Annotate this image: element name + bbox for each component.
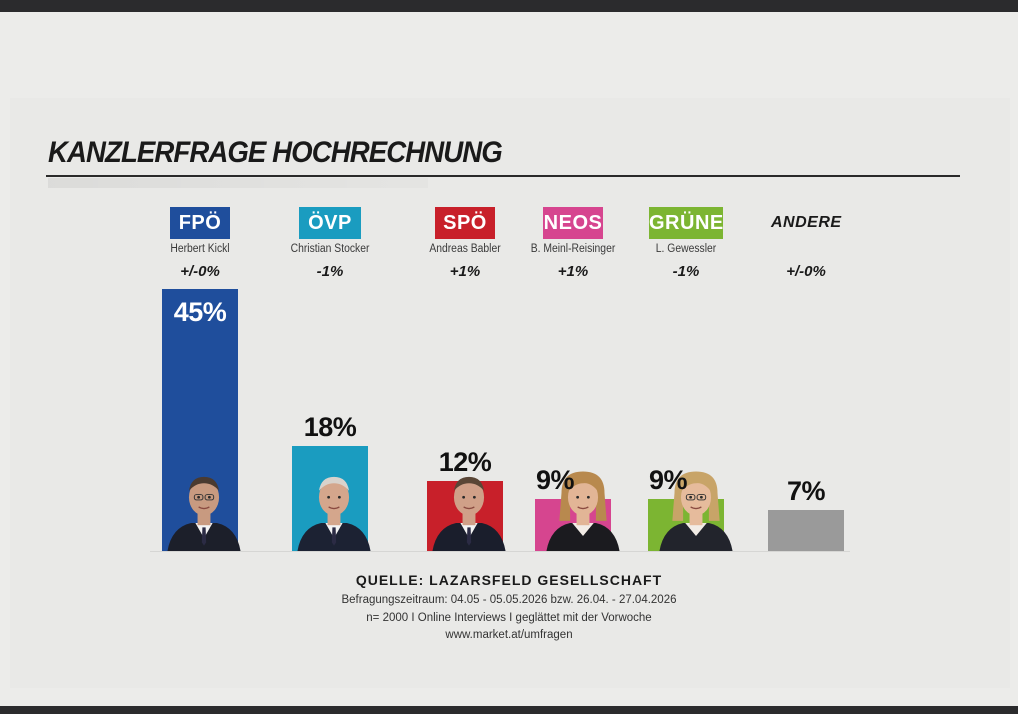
value-label: 9%	[535, 465, 575, 495]
party-badge: SPÖ	[435, 207, 495, 239]
source-sample: n= 2000 I Online Interviews I geglättet …	[366, 612, 652, 624]
candidate-name: Herbert Kickl	[170, 243, 230, 255]
source-title: QUELLE: LAZARSFELD GESELLSCHAFT	[355, 572, 663, 588]
candidate-name: L. Gewessler	[655, 243, 717, 255]
party-badge: NEOS	[543, 207, 603, 239]
portrait-man-icon	[291, 465, 377, 551]
portrait-man-icon	[161, 465, 247, 551]
candidate-name: Andreas Babler	[429, 243, 501, 255]
portrait-woman-icon	[540, 465, 626, 551]
chart-baseline	[150, 551, 850, 552]
change-label: -1%	[316, 263, 344, 280]
value-label: 45%	[173, 297, 227, 327]
change-label: +1%	[449, 263, 481, 280]
change-label: +/-0%	[180, 263, 220, 280]
change-label: -1%	[672, 263, 700, 280]
party-badge: ÖVP	[299, 207, 361, 239]
source-period: Befragungszeitraum: 04.05 - 05.05.2026 b…	[341, 594, 677, 606]
faded-subtitle	[48, 178, 428, 188]
party-badge: FPÖ	[170, 207, 230, 239]
party-badge: GRÜNE	[649, 207, 723, 239]
portrait-woman-icon	[653, 465, 739, 551]
bar	[768, 510, 844, 551]
value-label: 7%	[786, 476, 826, 506]
value-label: 9%	[648, 465, 688, 495]
candidate-name: Christian Stocker	[290, 243, 370, 255]
value-label: 12%	[438, 447, 492, 477]
portrait-man-icon	[426, 465, 512, 551]
chart-title: KANZLERFRAGE HOCHRECHNUNG	[48, 136, 503, 169]
title-rule	[46, 175, 960, 177]
party-badge: ANDERE	[771, 214, 842, 231]
change-label: +/-0%	[786, 263, 826, 280]
change-label: +1%	[557, 263, 589, 280]
candidate-name: B. Meinl-Reisinger	[530, 243, 616, 255]
source-url: www.market.at/umfragen	[445, 629, 573, 641]
value-label: 18%	[303, 412, 357, 442]
